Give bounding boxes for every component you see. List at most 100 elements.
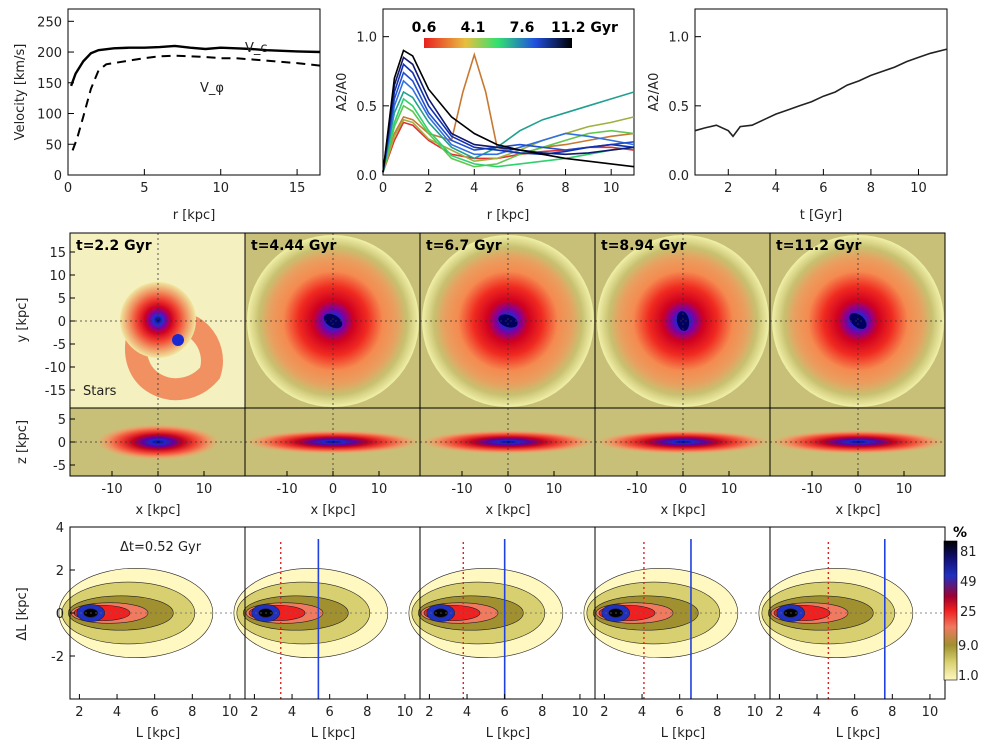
cb-tick-2: 7.6 (510, 20, 535, 36)
c-xtick-label: 6 (819, 181, 827, 196)
map-column-3: t=8.94 Gyr -10 0 10 x [kpc] (594, 232, 771, 518)
edge-ytick-label: -5 (53, 459, 66, 474)
cb-tick-1: 4.1 (461, 20, 486, 36)
a-ytick-label: 200 (37, 46, 62, 61)
dl-xtick-label: 2 (600, 705, 608, 720)
panel-a-frame (67, 8, 321, 176)
dl-xtick-label: 8 (188, 705, 196, 720)
b-ytick-label: 1.0 (356, 31, 377, 46)
b-xtick-label: 10 (603, 181, 620, 196)
a-ytick-label: 100 (37, 108, 62, 123)
a-xtick-label: 5 (140, 181, 148, 196)
c-xtick-label: 2 (724, 181, 732, 196)
dl-xtick-label: 2 (250, 705, 258, 720)
map-xtick-label: 10 (721, 482, 738, 497)
snapshot-time-label: t=2.2 Gyr (76, 238, 152, 254)
map-xtick-label: 10 (546, 482, 563, 497)
face-ytick-label: 5 (58, 292, 66, 307)
c-xtick-label: 4 (772, 181, 780, 196)
cb-bottom-bar (943, 540, 958, 681)
a-xtick-label: 10 (212, 181, 229, 196)
c-ytick-label: 0.0 (668, 169, 689, 184)
snapshot-time-label: t=4.44 Gyr (251, 238, 336, 254)
snapshot-time-label: t=11.2 Gyr (776, 238, 861, 254)
panel-c-frame (694, 8, 948, 176)
a2-profile-series (382, 49, 635, 173)
b-xtick-label: 0 (379, 181, 387, 196)
maps-ylabel-face: y [kpc] (15, 298, 30, 343)
dl-ytick-label: -2 (51, 650, 64, 665)
dl-xtick-label: 6 (326, 705, 334, 720)
dl-xtick-label: 2 (75, 705, 83, 720)
galaxy-bar (323, 313, 343, 329)
vc-label: V_c (245, 41, 268, 56)
profile-line-6 (382, 79, 635, 173)
profile-line-8 (382, 62, 635, 173)
dl-xtick-label: 4 (638, 705, 646, 720)
dl-xtick-label: 2 (775, 705, 783, 720)
map-column-1: t=4.44 Gyr -10 0 10 x [kpc] (244, 232, 421, 518)
dl-xtick-label: 10 (922, 705, 939, 720)
map-xtick-label: 0 (154, 482, 162, 497)
map-xtick-label: 0 (854, 482, 862, 497)
series-vc-line (69, 44, 321, 87)
dl-xtick-label: 6 (151, 705, 159, 720)
cb-bottom-tick-2: 25 (960, 605, 977, 620)
panel-b-ylabel: A2/A0 (335, 73, 350, 112)
map-xtick-label: 10 (196, 482, 213, 497)
map-xtick-label: -10 (626, 482, 647, 497)
dl-xtick-label: 10 (397, 705, 414, 720)
series-vphi-line (71, 54, 321, 151)
rotation-curve-series (69, 44, 321, 151)
edge-ytick-label: 5 (58, 413, 66, 428)
dl-ytick-label: 0 (56, 607, 64, 622)
panel-c-ylabel: A2/A0 (647, 73, 662, 112)
a-ytick-label: 250 (37, 15, 62, 30)
edge-on-disk (595, 430, 771, 454)
galaxy-bar (498, 314, 518, 328)
map-xtick-label: 10 (371, 482, 388, 497)
delta-l-panels: 2 4 6 8 10 L [kpc] 4 2 0 -2 2 4 6 8 10 L [kpc] 2 4 6 8 10 L [… (51, 521, 946, 741)
c-xtick-label: 8 (867, 181, 875, 196)
cb-bottom-tick-4: 1.0 (958, 669, 979, 684)
dl-xtick-label: 10 (222, 705, 239, 720)
cb-bottom-tick-3: 9.0 (958, 639, 979, 654)
dl-xlabel: L [kpc] (136, 726, 180, 741)
snapshot-time-label: t=8.94 Gyr (601, 238, 686, 254)
galaxy-bar (849, 313, 867, 329)
dl-xlabel: L [kpc] (311, 726, 355, 741)
delta-l-panel-3: 2 4 6 8 10 L [kpc] (583, 526, 771, 741)
map-xtick-label: -10 (451, 482, 472, 497)
bar-strength-panel: 2 4 6 8 10 0.0 0.5 1.0 t [Gyr] A2/A0 (647, 8, 948, 223)
profile-line-2 (382, 116, 635, 173)
b-ytick-label: 0.0 (356, 169, 377, 184)
delta-l-panel-2: 2 4 6 8 10 L [kpc] (408, 526, 596, 741)
dl-xlabel: L [kpc] (836, 726, 880, 741)
a-ytick-label: 150 (37, 77, 62, 92)
map-column-2: t=6.7 Gyr -10 0 10 x [kpc] (419, 232, 596, 518)
edge-on-disk (245, 430, 421, 454)
face-ytick-label: 0 (58, 315, 66, 330)
b-xtick-label: 8 (561, 181, 569, 196)
panel-c-xlabel: t [Gyr] (800, 208, 843, 223)
vphi-label: V_φ (200, 81, 224, 96)
cb-bottom-tick-0: 81 (960, 545, 977, 560)
map-xtick-label: 0 (679, 482, 687, 497)
satellite-blob (172, 334, 184, 346)
map-xtick-label: -10 (276, 482, 297, 497)
edge-on-disk (420, 430, 596, 454)
dl-xtick-label: 4 (288, 705, 296, 720)
face-ytick-label: -15 (45, 384, 66, 399)
snapshot-time-label: t=6.7 Gyr (426, 238, 502, 254)
map-xtick-label: 0 (329, 482, 337, 497)
map-xlabel: x [kpc] (836, 503, 881, 518)
panel-b-ticks: 0 2 4 6 8 10 0.0 0.5 1.0 (356, 31, 619, 196)
map-xlabel: x [kpc] (136, 503, 181, 518)
dl-xtick-label: 6 (501, 705, 509, 720)
edge-ytick-label: 0 (58, 436, 66, 451)
a-ytick-label: 0 (54, 169, 62, 184)
map-column-4: t=11.2 Gyr -10 0 10 x [kpc] (769, 232, 946, 518)
a-xtick-label: 15 (289, 181, 306, 196)
